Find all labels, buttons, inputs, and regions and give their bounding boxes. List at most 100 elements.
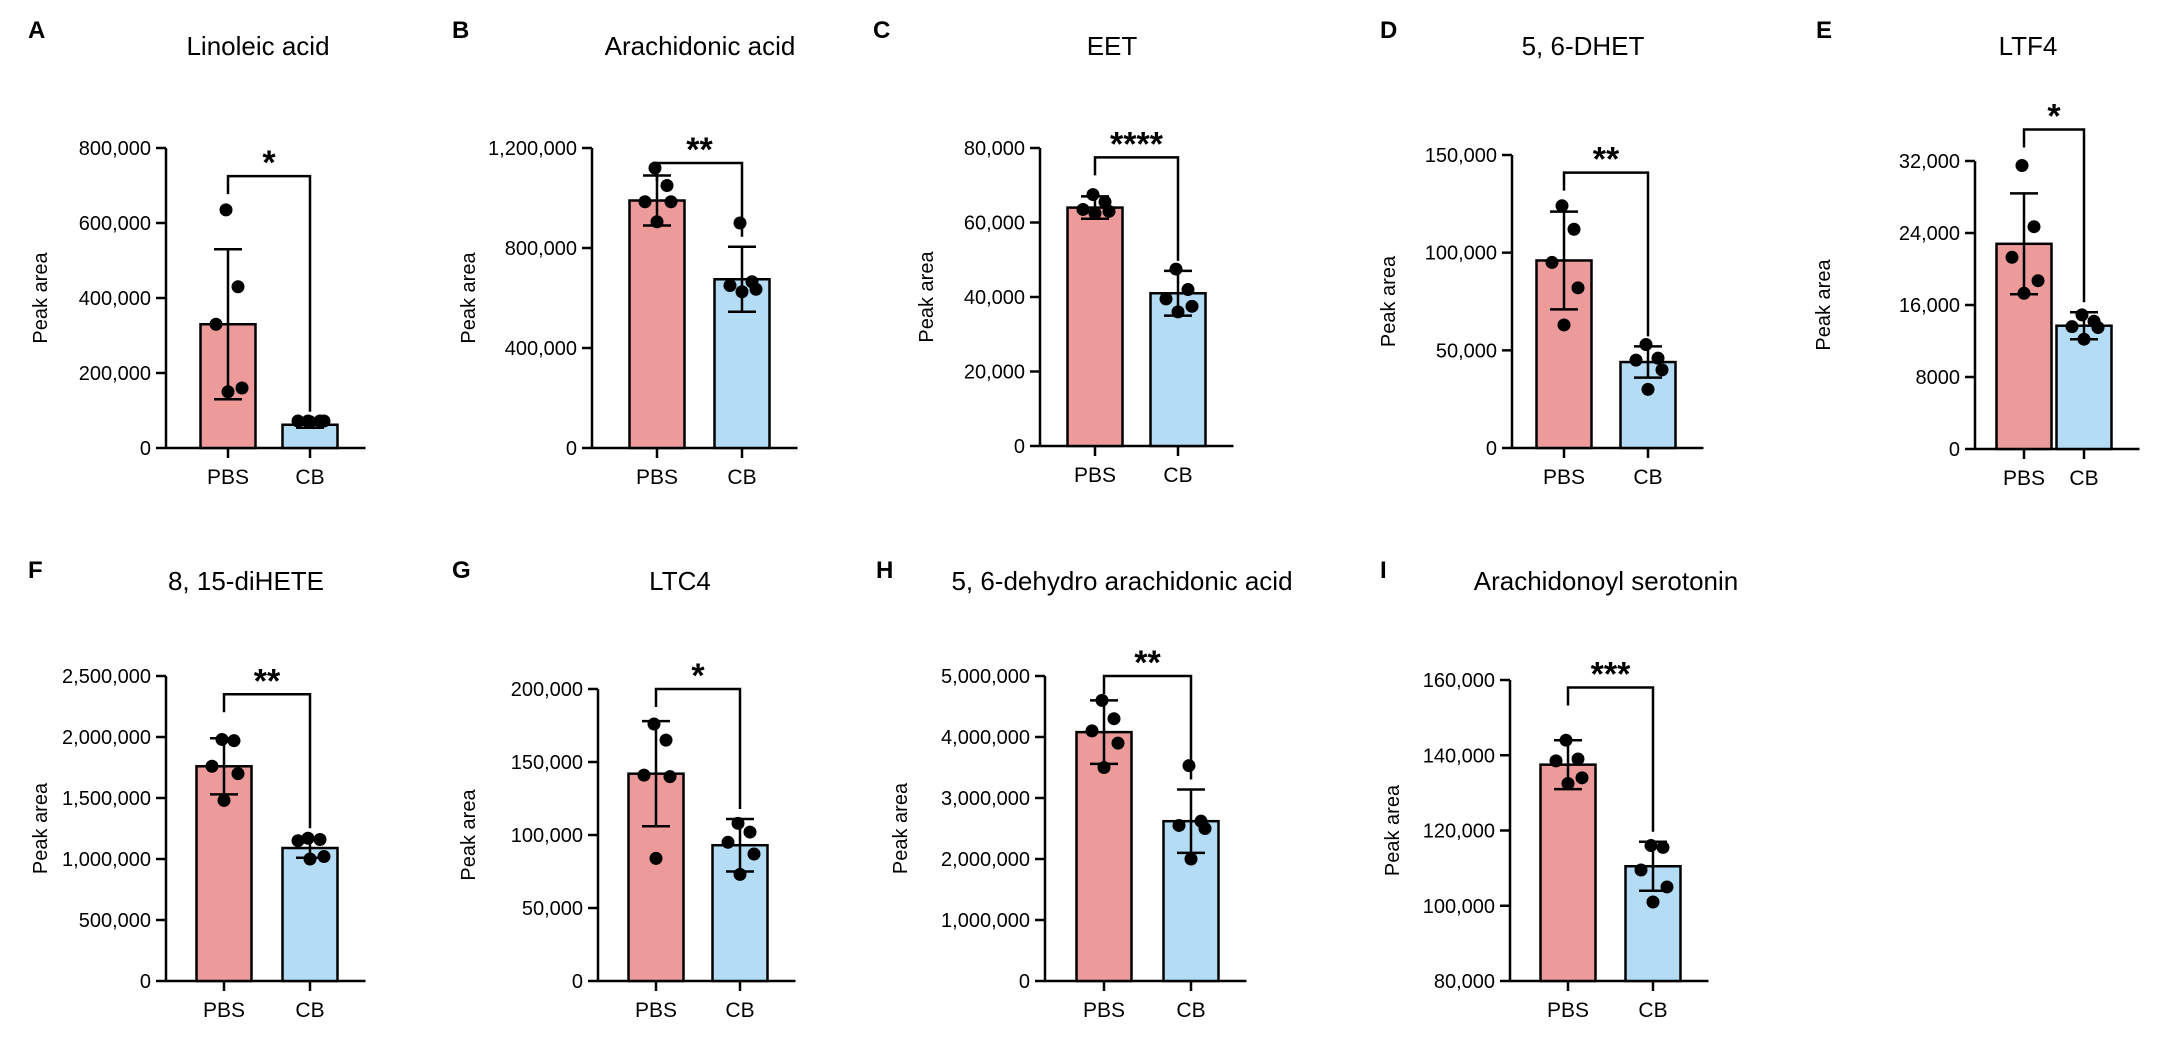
- data-point: [2091, 321, 2105, 334]
- y-tick-label: 0: [1949, 439, 1960, 461]
- x-category-label: PBS: [1543, 466, 1585, 489]
- bar-pbs: [1539, 763, 1597, 983]
- data-point: [215, 732, 229, 746]
- significance-label: ***: [1591, 656, 1631, 694]
- y-tick-label: 3,000,000: [941, 788, 1030, 810]
- panel-f: F 8, 15-diHETE Peak area 0 500,000 1,000,000 1…: [28, 557, 366, 1022]
- significance-label: ****: [1110, 125, 1164, 163]
- data-point: [735, 285, 749, 299]
- data-point: [217, 793, 231, 807]
- data-point: [219, 203, 233, 217]
- panel-e: E LTF4 Peak area 0 8000 16,000 24,000 32,000 PBS…: [1813, 17, 2140, 490]
- x-category-label: CB: [725, 999, 754, 1022]
- panel-title: 5, 6-dehydro arachidonic acid: [951, 566, 1292, 596]
- y-axis-title: Peak area: [916, 251, 938, 343]
- y-tick-label: 100,000: [511, 825, 583, 847]
- data-point: [1086, 188, 1100, 202]
- y-tick-label: 60,000: [964, 213, 1025, 235]
- y-axis-title: Peak area: [890, 782, 912, 874]
- significance-label: *: [2047, 98, 2061, 136]
- data-point: [733, 216, 747, 230]
- data-point: [723, 279, 737, 292]
- data-point: [637, 768, 651, 782]
- panel-i: I Arachidonoyl serotonin Peak area 80,000 10…: [1380, 557, 1738, 1022]
- data-point: [1660, 880, 1674, 894]
- data-point: [209, 317, 223, 331]
- data-point: [663, 770, 677, 784]
- x-category-label: CB: [295, 999, 324, 1022]
- data-point: [747, 847, 761, 861]
- data-point: [1076, 202, 1090, 216]
- panel-a: A Linoleic acid Peak area 0 200,000 400,000 60…: [28, 17, 366, 489]
- data-point: [721, 835, 735, 849]
- panel-c: C EET Peak area 0 20,000 40,000 60,000 80,000 PB…: [873, 17, 1234, 487]
- panel-title: EET: [1087, 31, 1138, 61]
- y-tick-label: 0: [1486, 438, 1497, 460]
- data-point: [664, 195, 678, 209]
- data-point: [1159, 292, 1173, 306]
- significance-label: **: [1134, 644, 1161, 682]
- significance-bracket: [222, 693, 312, 829]
- data-point: [1107, 712, 1121, 726]
- significance-bracket: [655, 161, 744, 237]
- data-point: [235, 381, 249, 395]
- data-point: [1185, 299, 1199, 313]
- significance-bracket: [654, 687, 742, 809]
- data-point: [1567, 222, 1581, 236]
- data-point: [650, 215, 664, 229]
- x-category-label: PBS: [1074, 464, 1116, 487]
- data-point: [2065, 320, 2079, 334]
- x-category-label: PBS: [1547, 999, 1589, 1022]
- data-point: [231, 280, 245, 294]
- data-point: [1655, 363, 1669, 377]
- y-tick-label: 500,000: [79, 910, 151, 932]
- data-point: [1575, 771, 1589, 785]
- data-point: [1571, 281, 1585, 295]
- y-tick-label: 150,000: [1425, 145, 1497, 167]
- x-category-label: CB: [1633, 466, 1662, 489]
- panel-g: G LTC4 Peak area 0 50,000 100,000 150,000 200,0…: [452, 557, 796, 1022]
- data-point: [221, 385, 235, 399]
- panel-letter: A: [28, 17, 45, 44]
- panel-b: B Arachidonic acid Peak area 0 400,000 800,00…: [452, 17, 798, 489]
- y-tick-label: 32,000: [1899, 151, 1960, 173]
- data-point: [1095, 693, 1109, 707]
- data-point: [1088, 206, 1102, 220]
- significance-label: **: [1593, 141, 1620, 179]
- data-point: [303, 852, 317, 866]
- y-tick-label: 2,500,000: [62, 666, 151, 688]
- data-point: [733, 867, 747, 881]
- y-tick-label: 100,000: [1425, 243, 1497, 265]
- y-axis-title: Peak area: [458, 252, 480, 344]
- data-point: [2027, 220, 2041, 234]
- data-point: [749, 282, 763, 296]
- x-category-label: PBS: [207, 466, 249, 489]
- bar-cb: [281, 846, 339, 983]
- panel-letter: G: [452, 557, 471, 584]
- x-category-label: CB: [2069, 467, 2098, 490]
- data-point: [1545, 255, 1559, 269]
- data-point: [1656, 840, 1670, 854]
- y-axis-title: Peak area: [30, 782, 52, 874]
- y-tick-label: 1,500,000: [62, 788, 151, 810]
- data-point: [1641, 382, 1655, 396]
- data-point: [1097, 761, 1111, 774]
- panel-title: LTF4: [1999, 31, 2058, 61]
- data-point: [2017, 286, 2031, 300]
- panel-letter: D: [1380, 17, 1397, 44]
- y-axis-title: Peak area: [458, 789, 480, 881]
- significance-bracket: [1562, 171, 1650, 337]
- data-point: [1085, 724, 1099, 738]
- panel-title: 5, 6-DHET: [1522, 31, 1645, 61]
- panel-letter: H: [876, 557, 893, 584]
- y-tick-label: 140,000: [1423, 745, 1495, 767]
- panel-letter: B: [452, 17, 469, 44]
- bar-cb: [1149, 292, 1207, 448]
- x-category-label: CB: [295, 466, 324, 489]
- data-point: [317, 850, 331, 864]
- y-tick-label: 200,000: [511, 679, 583, 701]
- data-point: [2031, 274, 2045, 288]
- y-tick-label: 20,000: [964, 362, 1025, 384]
- y-tick-label: 0: [140, 971, 151, 993]
- x-category-label: PBS: [635, 999, 677, 1022]
